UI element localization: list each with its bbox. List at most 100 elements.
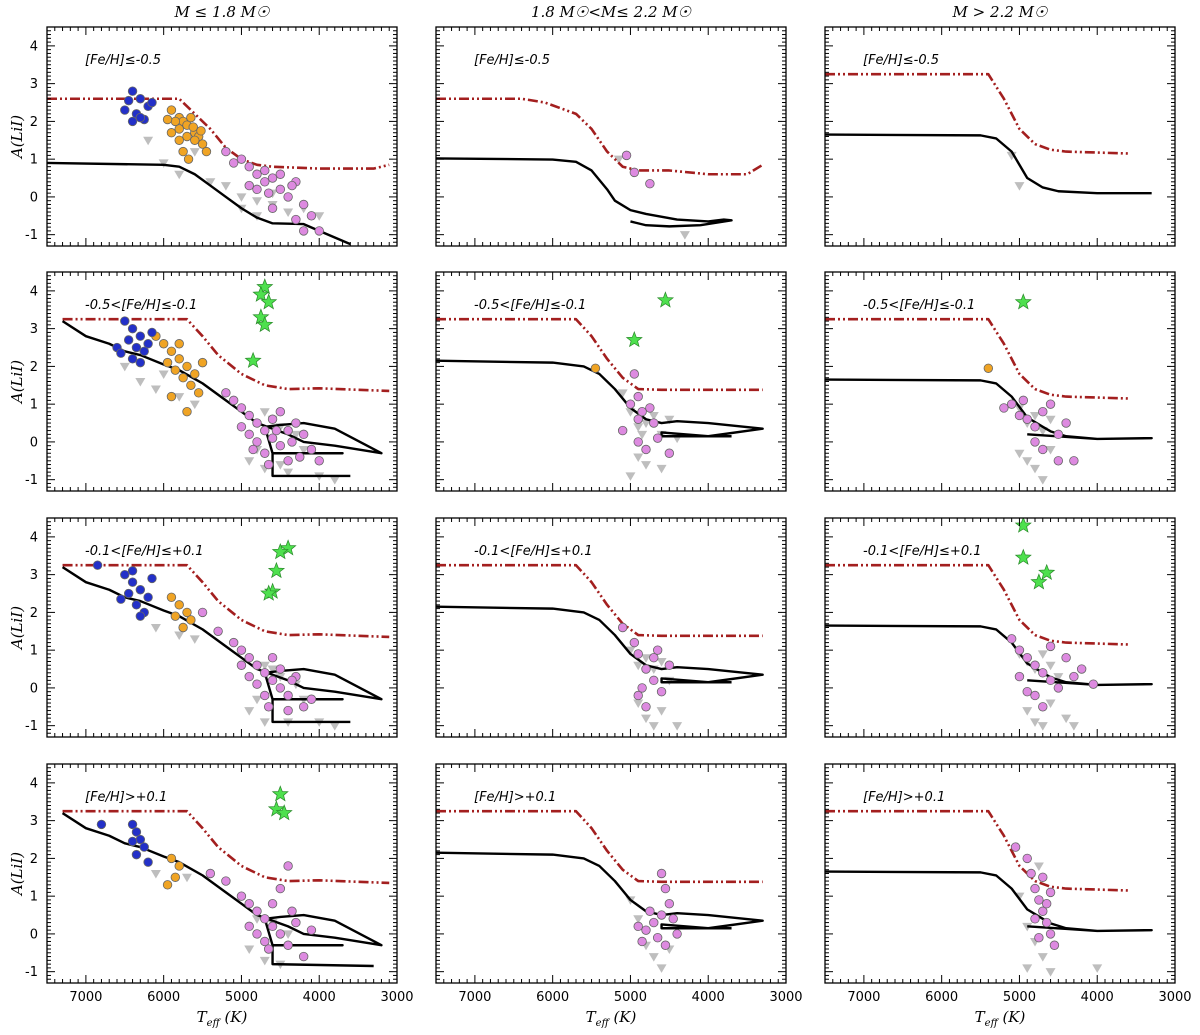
violet-star-marker	[213, 626, 223, 636]
violet-star-marker	[244, 429, 254, 440]
violet-star-marker	[236, 403, 247, 413]
panel-frame	[435, 763, 787, 984]
model-upper-line	[825, 563, 1129, 646]
model-upper-line	[436, 563, 763, 638]
upper-limit-marker	[1030, 411, 1040, 421]
upper-limit-marker	[648, 953, 659, 962]
upper-limit-marker	[205, 178, 216, 187]
blue-star-marker	[131, 849, 142, 860]
li-rich-star-marker	[625, 331, 643, 348]
upper-limit-marker	[1068, 722, 1079, 731]
violet-star-marker	[283, 940, 293, 950]
violet-star-marker	[298, 429, 309, 440]
violet-star-marker	[283, 690, 293, 701]
violet-star-marker	[1022, 853, 1032, 864]
li-rich-star-marker	[256, 278, 274, 295]
x-tick-label: 5000	[1003, 990, 1036, 1005]
violet-star-marker	[633, 921, 643, 932]
violet-star-marker	[1014, 671, 1025, 682]
panel-r3-c1: [Fe/H]>+0.1 7000 6000 5000 4000 3000	[435, 763, 803, 1005]
feh-range-label: [Fe/H]≤-0.5	[85, 53, 161, 68]
panel-plot-area	[436, 291, 764, 481]
violet-star-marker	[641, 664, 651, 674]
violet-star-marker	[1014, 410, 1025, 421]
violet-star-marker	[252, 437, 262, 447]
orange-star-marker	[983, 363, 994, 373]
violet-star-marker	[236, 422, 247, 432]
y-tick-label: 1	[30, 644, 38, 659]
orange-star-marker	[186, 112, 196, 123]
upper-limit-marker	[656, 964, 667, 973]
x-axis-label-subscript: eff	[207, 1018, 222, 1029]
feh-range-label: -0.1<[Fe/H]≤+0.1	[863, 544, 982, 559]
upper-limit-marker	[174, 631, 185, 641]
y-axis-label: A(LiI)	[8, 606, 26, 651]
violet-star-marker	[267, 203, 278, 213]
upper-limit-marker	[1053, 673, 1064, 682]
violet-star-marker	[668, 914, 678, 924]
upper-limit-marker	[1030, 464, 1040, 474]
violet-star-marker	[252, 418, 262, 428]
violet-star-marker	[244, 671, 254, 682]
violet-star-marker	[633, 690, 643, 701]
upper-limit-marker	[1022, 964, 1033, 973]
upper-limit-marker	[182, 873, 192, 883]
column-title-low-mass: M ≤ 1.8 M☉	[174, 3, 270, 21]
upper-limit-marker	[259, 718, 270, 727]
y-tick-label: 4	[30, 776, 38, 791]
violet-star-marker	[314, 226, 324, 236]
panel-r0-c2: [Fe/H]≤-0.5	[824, 26, 1176, 247]
orange-star-marker	[201, 146, 212, 157]
x-axis-label-unit: (K)	[220, 1008, 248, 1026]
blue-star-marker	[139, 346, 149, 356]
violet-star-marker	[260, 936, 270, 947]
blue-star-marker	[135, 585, 146, 595]
x-tick-label: 3000	[380, 990, 413, 1005]
blue-star-marker	[127, 836, 138, 847]
orange-star-marker	[178, 373, 188, 383]
upper-limit-marker	[236, 193, 247, 202]
violet-star-marker	[260, 914, 270, 924]
violet-star-marker	[645, 178, 655, 189]
violet-star-marker	[625, 399, 636, 409]
x-axis-label-col0: Teff (K)	[197, 1008, 248, 1029]
upper-limit-marker	[1033, 862, 1044, 871]
upper-limit-marker	[656, 464, 667, 474]
violet-star-marker	[1045, 675, 1056, 686]
x-axis-label-text: T	[586, 1008, 597, 1026]
model-upper-line	[62, 809, 390, 885]
upper-limit-marker	[633, 423, 644, 432]
violet-star-marker	[275, 184, 286, 195]
violet-star-marker	[252, 169, 262, 179]
orange-star-marker	[166, 105, 177, 115]
blue-star-marker	[135, 331, 146, 341]
violet-star-marker	[252, 184, 262, 195]
orange-star-marker	[166, 128, 177, 138]
upper-limit-marker	[1014, 182, 1025, 191]
violet-star-marker	[629, 369, 640, 379]
x-axis-label-col1: Teff (K)	[586, 1008, 637, 1029]
orange-star-marker	[182, 607, 192, 618]
feh-range-label: [Fe/H]≤-0.5	[474, 53, 550, 68]
blue-star-marker	[120, 316, 130, 326]
feh-range-label: -0.5<[Fe/H]≤-0.1	[863, 298, 975, 313]
orange-star-marker	[174, 135, 184, 145]
orange-star-marker	[190, 135, 200, 145]
upper-limit-marker	[283, 208, 294, 218]
blue-star-marker	[127, 819, 138, 830]
violet-star-marker	[252, 679, 262, 689]
violet-star-marker	[283, 861, 293, 871]
orange-star-marker	[174, 600, 184, 610]
x-axis-label-subscript: eff	[596, 1018, 611, 1029]
x-tick-label: 7000	[458, 990, 491, 1005]
panel-plot-area	[436, 97, 764, 240]
x-axis-label-unit: (K)	[998, 1008, 1026, 1026]
violet-star-marker	[621, 150, 632, 161]
y-tick-label: 2	[30, 852, 38, 867]
violet-star-marker	[1061, 418, 1071, 428]
violet-star-marker	[664, 448, 675, 458]
li-rich-star-marker	[252, 285, 270, 302]
li-rich-star-marker	[1014, 548, 1032, 565]
upper-limit-marker	[189, 148, 200, 157]
y-tick-label: 4	[30, 39, 38, 54]
